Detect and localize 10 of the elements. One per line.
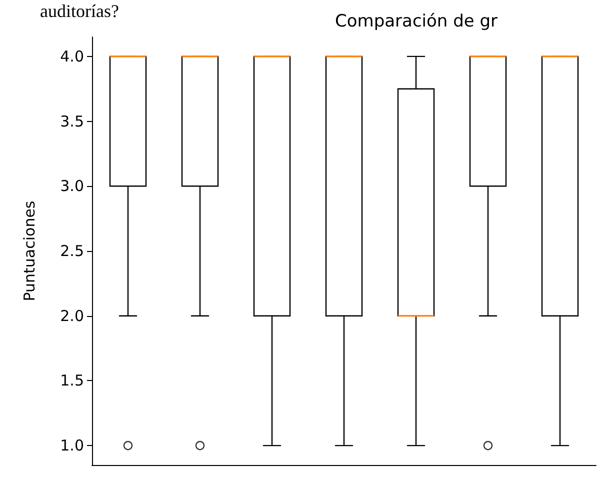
chart-title: Comparación de gr	[335, 12, 498, 32]
y-tick-label: 1.0	[60, 436, 84, 455]
y-tick-label: 2.5	[60, 242, 84, 260]
y-axis-title: Puntuaciones	[20, 200, 38, 302]
y-tick-label: 4.0	[60, 47, 84, 66]
y-tick-label: 2.0	[60, 306, 84, 325]
text: auditorías?	[40, 1, 119, 21]
y-tick-label: 3.5	[60, 112, 84, 130]
y-tick-label: 3.0	[60, 177, 84, 196]
y-tick-label: 1.5	[60, 372, 84, 390]
